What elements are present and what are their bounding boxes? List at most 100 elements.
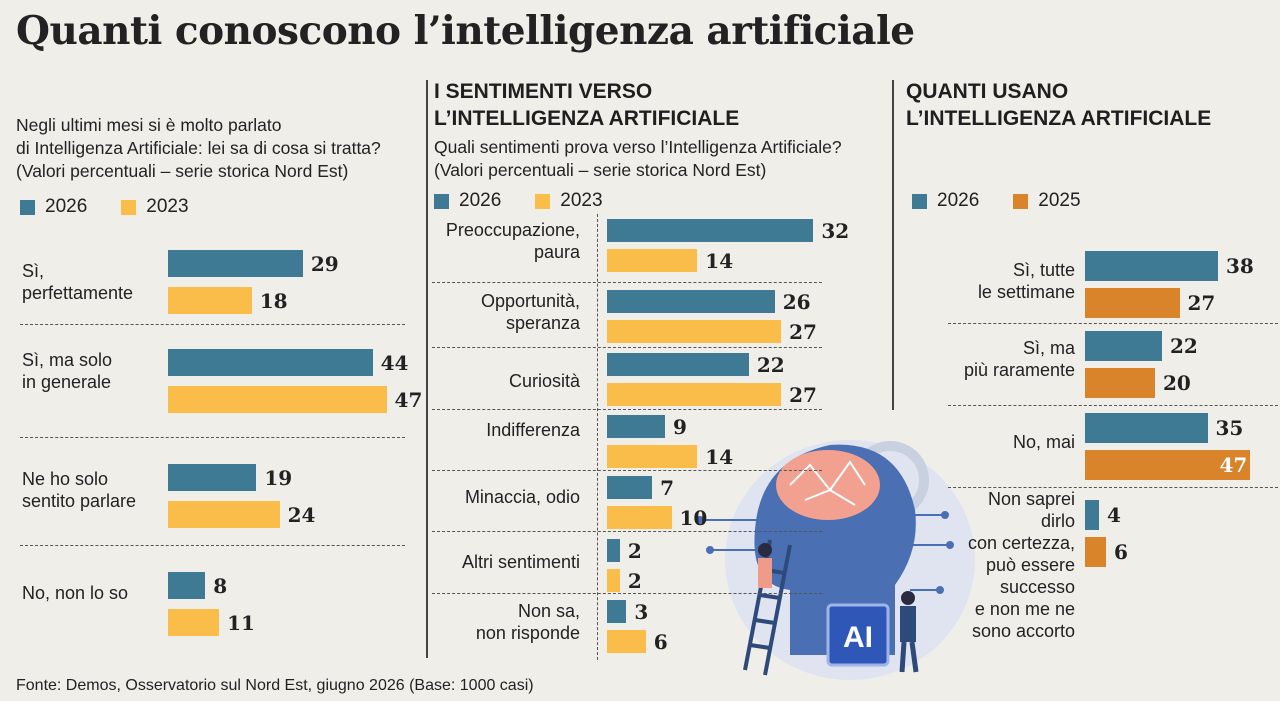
value-label-2026: 29 — [310, 251, 339, 276]
legend-label-2023: 2023 — [560, 190, 603, 211]
category-label: Curiosità — [508, 371, 580, 391]
bar-2026 — [168, 572, 206, 599]
circuit-lines — [696, 511, 954, 594]
legend-feelings: 2026 2023 — [434, 190, 637, 212]
legend-swatch-2025 — [1013, 193, 1029, 209]
value-label-2023: 2 — [627, 568, 642, 593]
bar-2023 — [607, 383, 782, 406]
category-label: Ne ho solo sentito parlare — [22, 469, 137, 511]
legend-label-2025: 2025 — [1038, 190, 1081, 211]
legend-label-2026: 2026 — [459, 190, 502, 211]
value-label-2025: 27 — [1187, 291, 1216, 315]
value-label-2026: 9 — [673, 414, 687, 439]
value-label-2026: 32 — [821, 218, 850, 243]
value-label-2023: 27 — [789, 382, 817, 407]
category-label: Non saprei dirlo con certezza, può esser… — [967, 489, 1075, 641]
legend-knowledge: 2026 2023 — [20, 196, 223, 218]
bar-2023 — [607, 630, 646, 653]
value-label-2026: 4 — [1107, 503, 1121, 527]
ai-head-illustration: AI — [696, 440, 975, 680]
bar-2023 — [607, 506, 672, 529]
person-standing-leg — [899, 641, 907, 673]
question-feelings: Quali sentimenti prova verso l’Intellige… — [434, 137, 842, 180]
bar-2023 — [607, 320, 782, 343]
value-label-2026: 44 — [380, 350, 409, 375]
brain-network — [789, 460, 866, 506]
bar-2023 — [168, 386, 387, 413]
dashed-vertical-separator — [597, 214, 598, 660]
bar-2026 — [168, 349, 373, 376]
person-climbing-head — [758, 543, 772, 557]
person-standing-head — [901, 591, 915, 605]
bar-2023 — [607, 569, 620, 592]
bar-2026 — [607, 476, 653, 499]
divider-2 — [892, 80, 894, 410]
bar-2026 — [1085, 251, 1218, 281]
source-note: Fonte: Demos, Osservatorio sul Nord Est,… — [16, 677, 534, 694]
dashed-separator — [948, 405, 1278, 406]
category-label: No, mai — [1012, 432, 1075, 452]
bar-2026 — [168, 250, 303, 277]
panel-title-feelings: I SENTIMENTI VERSO L’INTELLIGENZA ARTIFI… — [434, 80, 740, 130]
dashed-separator — [432, 347, 822, 348]
legend-label-2026: 2026 — [937, 190, 980, 211]
dashed-separator — [432, 282, 822, 283]
legend-swatch-2023 — [121, 199, 137, 215]
bar-2026 — [1085, 413, 1208, 443]
category-label: Non sa, non risponde — [475, 601, 580, 643]
bar-2025 — [1085, 368, 1155, 398]
page-title: Quanti conoscono l’intelligenza artifici… — [16, 8, 915, 54]
bar-2025 — [1085, 450, 1250, 480]
category-label: No, non lo so — [22, 583, 129, 603]
value-label-2026: 2 — [627, 538, 642, 563]
value-label-2025: 20 — [1163, 371, 1191, 395]
divider-1 — [426, 80, 428, 658]
bar-2023 — [168, 287, 252, 314]
legend-swatch-2026 — [434, 193, 449, 209]
bar-2025 — [1085, 288, 1180, 318]
bar-2026 — [607, 353, 749, 376]
value-label-2026: 19 — [264, 465, 293, 490]
ai-chip-icon — [826, 603, 890, 667]
bar-2023 — [168, 609, 220, 636]
value-label-2026: 22 — [1170, 334, 1198, 358]
category-label: Indifferenza — [486, 420, 580, 440]
dashed-separator — [432, 593, 822, 594]
category-label: Sì, perfettamente — [22, 261, 134, 303]
value-label-2023: 6 — [653, 629, 668, 654]
value-label-2026: 38 — [1226, 254, 1254, 278]
bar-2026 — [1085, 331, 1162, 361]
legend-swatch-2023 — [535, 193, 551, 209]
dashed-separator — [948, 323, 1278, 324]
value-label-2026: 22 — [756, 352, 785, 377]
dashed-separator — [20, 437, 405, 438]
category-label: Preoccupazione, paura — [445, 220, 580, 262]
dashed-separator — [432, 531, 822, 532]
bar-2026 — [607, 219, 814, 242]
category-label: Altri sentimenti — [461, 552, 580, 572]
value-label-2026: 26 — [782, 289, 811, 314]
value-label-2023: 14 — [705, 444, 734, 469]
legend-usage: 2026 2025 — [912, 190, 1115, 212]
bar-2026 — [607, 600, 627, 623]
value-label-2026: 35 — [1215, 416, 1244, 440]
value-label-2025: 6 — [1114, 540, 1128, 564]
value-label-2023: 24 — [287, 502, 316, 527]
bar-2026 — [607, 415, 666, 438]
ai-chip-label: AI — [843, 621, 873, 654]
bar-2025 — [1085, 537, 1106, 567]
value-label-2023: 14 — [705, 248, 734, 273]
person-standing-body — [900, 606, 916, 642]
dashed-separator — [20, 324, 405, 325]
dashed-separator — [948, 487, 1278, 488]
bar-2023 — [168, 501, 280, 528]
person-standing-leg — [909, 641, 919, 673]
value-label-2023: 47 — [394, 387, 423, 412]
value-label-2026: 8 — [213, 573, 228, 598]
dashed-separator — [432, 470, 822, 471]
bar-2026 — [168, 464, 257, 491]
question-knowledge: Negli ultimi mesi si è molto parlato di … — [16, 115, 381, 181]
legend-label-2023: 2023 — [146, 196, 189, 217]
legend-label-2026: 2026 — [45, 196, 88, 217]
value-label-2023: 11 — [227, 610, 255, 635]
